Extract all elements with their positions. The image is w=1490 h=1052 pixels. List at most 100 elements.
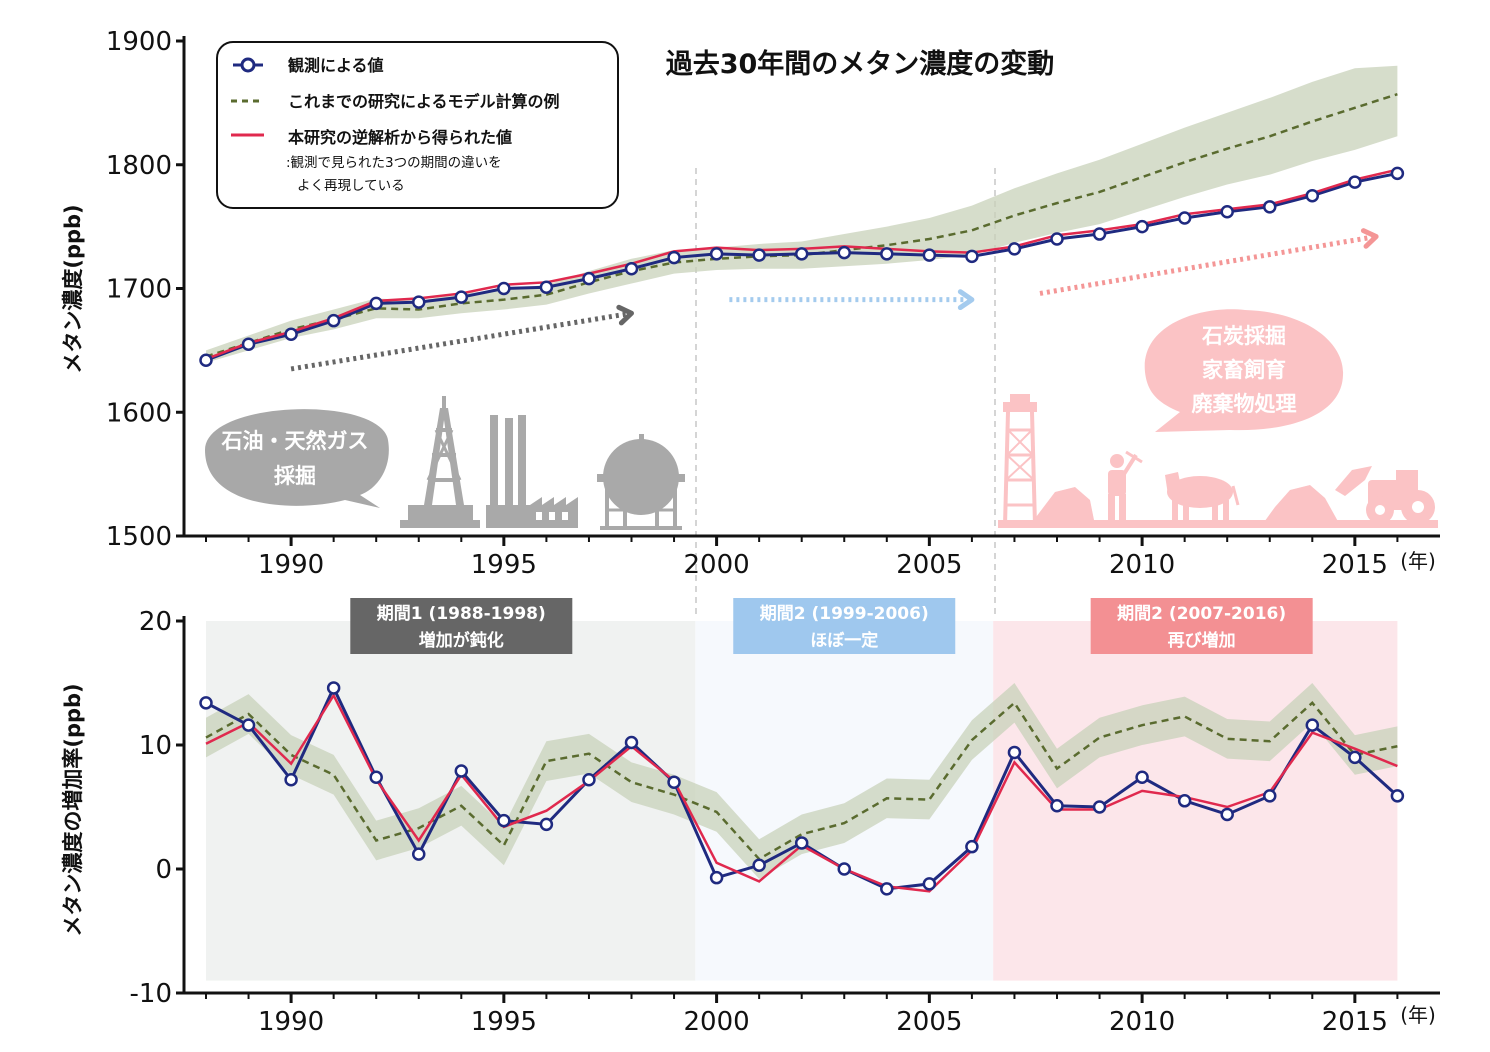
coal-bubble-line3: 廃棄物処理 xyxy=(1192,392,1297,416)
period-label-sub: 再び増加 xyxy=(1168,630,1236,651)
top-observed-point xyxy=(1348,175,1362,189)
period-labels: 期間1 (1988-1998) 増加が鈍化 期間2 (1999-2006) ほぼ一定 期… xyxy=(350,598,1313,654)
top-observed-point xyxy=(1092,227,1107,241)
top-x-tick-label: 2015 xyxy=(1322,550,1388,580)
top-observed-point xyxy=(284,327,298,342)
legend-observed-marker xyxy=(240,57,256,73)
bottom-observed-point xyxy=(369,770,383,784)
bottom-observed-point xyxy=(1263,789,1277,803)
bottom-observed-point xyxy=(922,877,937,891)
bottom-observed-point xyxy=(1220,807,1234,822)
trend-arrow-head xyxy=(957,289,975,311)
period-label-title: 期間2 (2007-2016) xyxy=(1117,604,1286,624)
concentration-lines xyxy=(199,93,1405,368)
top-observed-point xyxy=(1135,219,1149,234)
top-observed-point xyxy=(880,247,894,261)
bottom-observed-point xyxy=(1305,718,1320,732)
period-label-box xyxy=(733,598,956,654)
bottom-x-tick-label: 2010 xyxy=(1109,1007,1175,1037)
concentration-chart: 石油・天然ガス 採掘 石炭採掘 家畜飼育 廃棄物処理 1500160017001… xyxy=(61,27,1440,615)
top-observed-point xyxy=(1220,205,1234,219)
bottom-observed-point xyxy=(752,858,766,873)
bottom-model-band xyxy=(206,683,1398,879)
top-observed-point xyxy=(1390,166,1405,181)
bottom-observed-point xyxy=(1135,770,1149,784)
mining-tower-icon xyxy=(1003,394,1095,526)
top-observed-point xyxy=(454,290,469,304)
period-label-box xyxy=(350,598,573,654)
bottom-observed-point xyxy=(624,735,639,750)
bottom-observed-point xyxy=(497,813,511,828)
top-x-unit-label: (年) xyxy=(1400,549,1436,573)
top-observed-point xyxy=(369,296,383,311)
top-observed-point xyxy=(667,250,681,265)
bottom-x-tick-label: 2000 xyxy=(684,1007,750,1037)
bottom-x-tick-label: 1990 xyxy=(258,1007,324,1037)
legend-observed-label: 観測による値 xyxy=(288,56,384,75)
legend-model-label: これまでの研究によるモデル計算の例 xyxy=(288,92,560,111)
top-observed-point xyxy=(582,271,596,286)
bottom-observed-point xyxy=(1348,750,1362,765)
period-label-sub: ほぼ一定 xyxy=(810,630,878,651)
bottom-observed-point xyxy=(1050,799,1064,813)
bottom-observed-point xyxy=(837,862,851,876)
bottom-model-line xyxy=(205,700,1398,861)
gas-tank-icon xyxy=(597,434,685,530)
trend-arrow-head xyxy=(616,304,634,326)
coal-livestock-bubble: 石炭採掘 家畜飼育 廃棄物処理 xyxy=(1144,309,1344,432)
trend-arrow-head xyxy=(1360,228,1379,249)
bottom-x-tick-label: 2015 xyxy=(1322,1007,1388,1037)
growth-axes: -10 0 10 20 1990 1995 2000 2005 2010 2015 xyxy=(130,607,1440,1037)
growth-model-band xyxy=(206,683,1398,879)
top-observed-point xyxy=(922,248,937,262)
top-y-tick-label: 1700 xyxy=(106,275,172,305)
bottom-observed-point xyxy=(284,772,298,787)
bottom-observed-point xyxy=(1390,789,1405,803)
bottom-x-tick-label: 2005 xyxy=(896,1007,962,1037)
top-observed-point xyxy=(752,248,766,262)
top-observed-point xyxy=(837,245,851,260)
chart-title: 過去30年間のメタン濃度の変動 xyxy=(666,48,1055,80)
bottom-observed-point xyxy=(965,839,979,854)
legend-box xyxy=(216,41,619,209)
top-observed-point xyxy=(199,353,213,368)
bottom-y-axis-label: メタン濃度の増加率(ppb) xyxy=(61,683,85,936)
top-observed-point xyxy=(1050,232,1064,246)
bottom-observed-point xyxy=(582,772,596,787)
legend-note-line1: :観測で見られた3つの期間の違いを xyxy=(286,154,502,171)
top-y-axis-label: メタン濃度(ppb) xyxy=(61,204,85,373)
cow-icon xyxy=(1165,472,1240,524)
bottom-y-tick-label: 20 xyxy=(139,607,172,637)
bottom-observed-point xyxy=(1007,745,1022,760)
top-model-line xyxy=(205,93,1398,358)
bottom-y-tick-label: 0 xyxy=(155,855,172,885)
refinery-icon xyxy=(486,415,578,528)
legend-inverse-label: 本研究の逆解析から得られた値 xyxy=(288,128,512,147)
bottom-observed-point xyxy=(794,836,809,850)
top-observed-point xyxy=(241,337,256,351)
trend-arrow-shaft xyxy=(290,310,632,372)
growth-rate-chart: -10 0 10 20 1990 1995 2000 2005 2010 2015 期間1 (19… xyxy=(61,598,1440,1037)
coal-bubble-line2: 家畜飼育 xyxy=(1202,358,1286,382)
trend-arrow-shaft xyxy=(1039,234,1377,296)
bottom-observed-point xyxy=(326,681,341,695)
top-observed-point xyxy=(326,313,341,328)
period-label-title: 期間2 (1999-2006) xyxy=(760,604,929,624)
bottom-y-tick-label: -10 xyxy=(130,979,172,1009)
bottom-observed-point xyxy=(412,847,426,861)
bottom-observed-point xyxy=(709,870,724,885)
bottom-observed-point xyxy=(1092,800,1107,814)
top-y-tick-label: 1800 xyxy=(106,151,172,181)
top-observed-point xyxy=(794,247,809,261)
period-shading xyxy=(206,621,1398,981)
bottom-observed-point xyxy=(667,775,681,789)
top-x-tick-label: 1995 xyxy=(471,550,537,580)
top-x-tick-label: 2000 xyxy=(684,550,750,580)
period-label-sub: 増加が鈍化 xyxy=(419,630,504,651)
industry-illustrations xyxy=(400,394,1438,530)
top-observed-point xyxy=(624,261,639,276)
period-label-box xyxy=(1090,598,1313,654)
bottom-y-tick-label: 10 xyxy=(139,731,172,761)
top-observed-point xyxy=(1305,188,1320,203)
top-x-tick-label: 2005 xyxy=(896,550,962,580)
